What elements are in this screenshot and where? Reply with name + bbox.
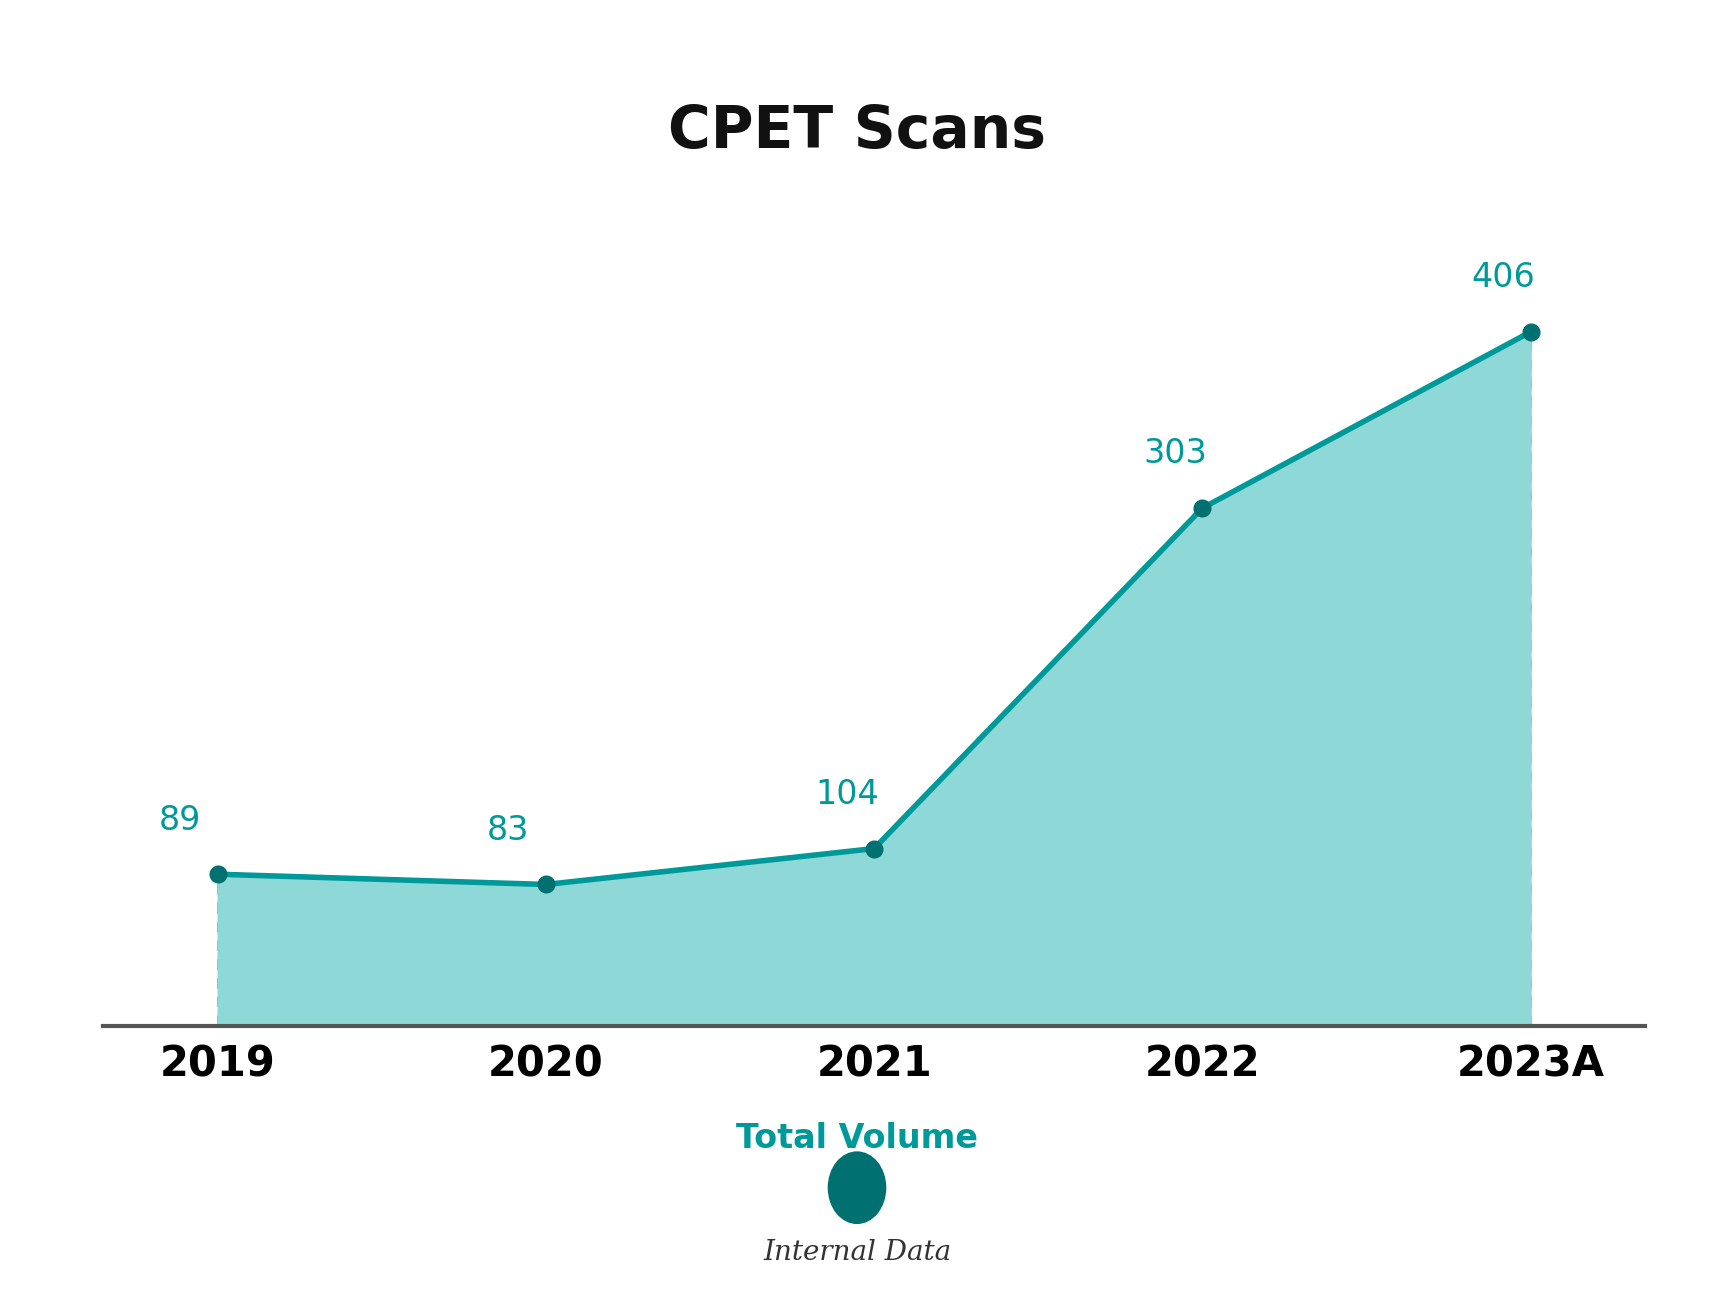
- Point: [1517, 321, 1544, 342]
- Point: [1188, 497, 1215, 519]
- Text: CPET Scans: CPET Scans: [668, 103, 1046, 161]
- Text: Internal Data: Internal Data: [763, 1240, 951, 1266]
- Text: 83: 83: [487, 813, 530, 848]
- Text: 104: 104: [816, 778, 879, 811]
- Point: [204, 863, 231, 884]
- Text: 406: 406: [1472, 262, 1536, 295]
- Text: 89: 89: [159, 804, 201, 837]
- Text: 303: 303: [1143, 437, 1207, 470]
- Text: Total Volume: Total Volume: [735, 1121, 979, 1155]
- Point: [860, 838, 888, 859]
- Ellipse shape: [828, 1152, 886, 1224]
- Point: [533, 874, 560, 895]
